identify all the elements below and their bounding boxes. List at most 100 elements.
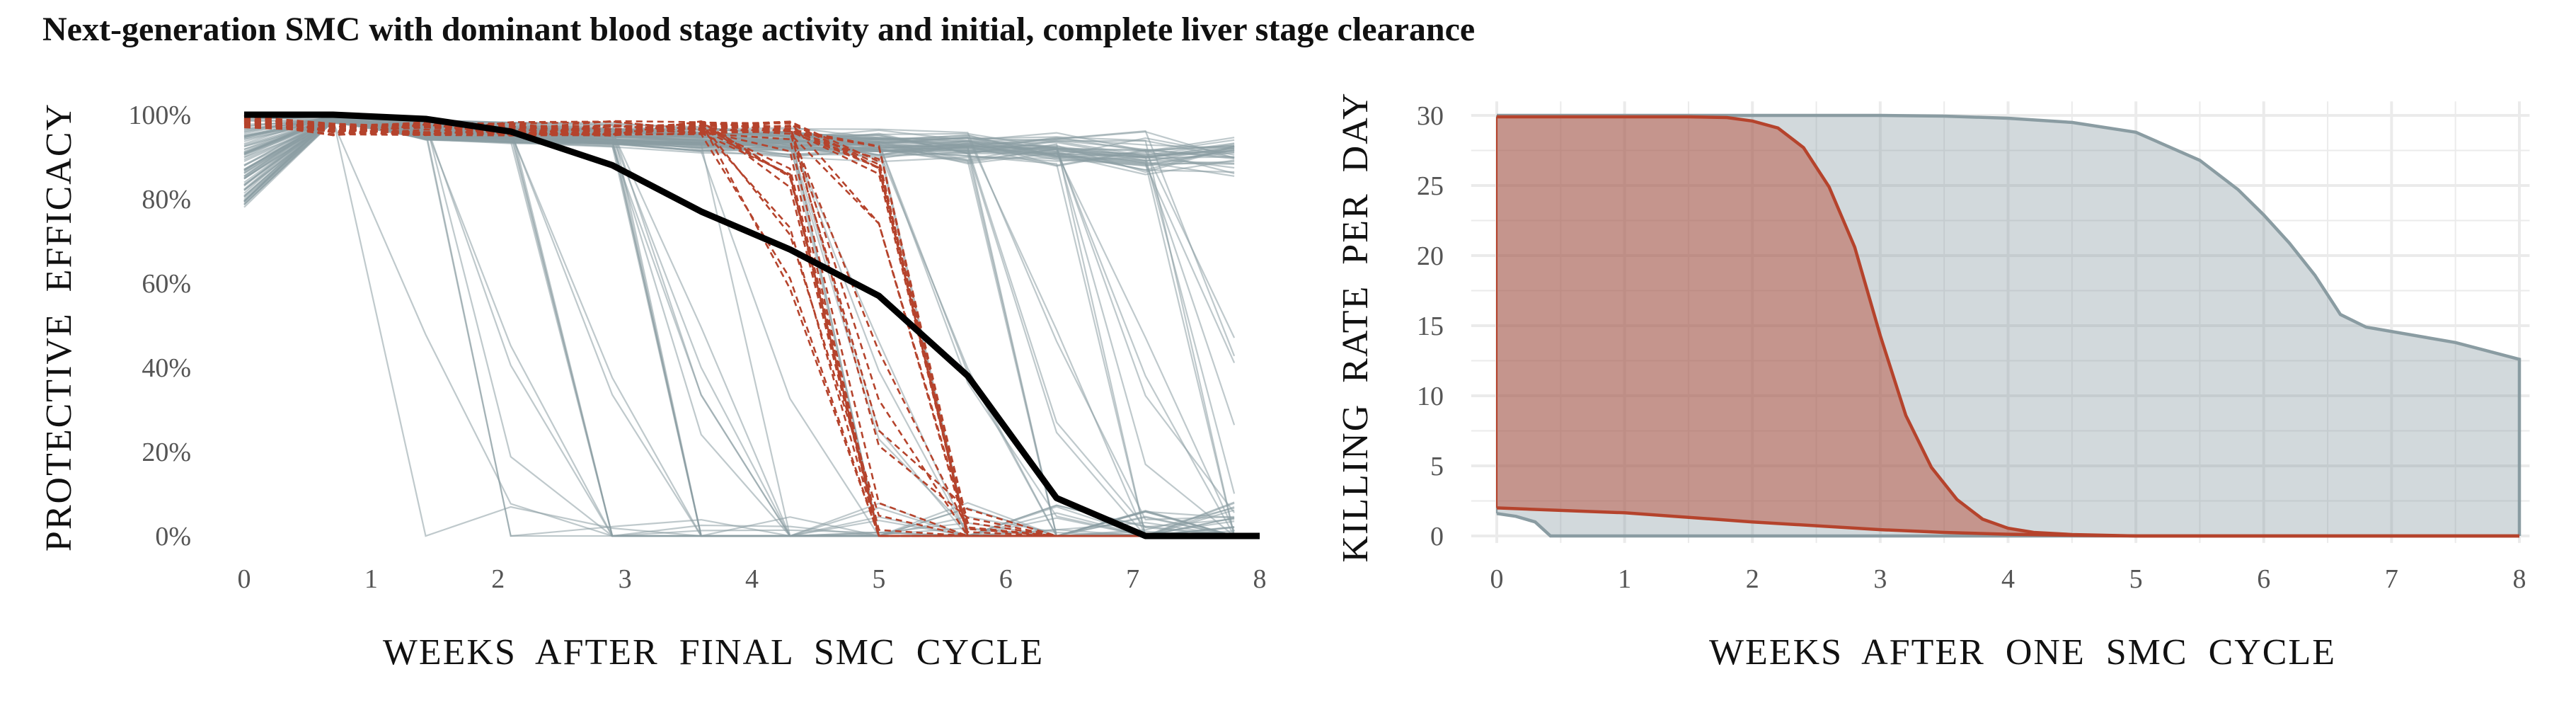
grey-trajectory-line	[243, 115, 1235, 537]
red-trajectory-line	[243, 124, 1235, 537]
red-killing-rate-band	[1497, 117, 2519, 536]
x-tick-labels: 0 1 2 3 4 5 6 7 8	[238, 564, 1267, 594]
grey-trajectory-line	[243, 118, 1235, 537]
grey-trajectory-line	[243, 118, 1235, 537]
grey-trajectory-line	[243, 118, 1235, 537]
x-tick-label: 1	[364, 564, 378, 594]
red-trajectory-line	[243, 120, 1235, 537]
y-tick-label: 20%	[142, 438, 191, 467]
grey-trajectory-line	[243, 120, 1236, 494]
grey-trajectory-line	[243, 116, 1235, 537]
x-axis-title: WEEKS AFTER ONE SMC CYCLE	[1709, 632, 2336, 673]
grey-trajectory-line	[243, 120, 1235, 537]
x-tick-label: 5	[2129, 564, 2143, 594]
grey-trajectory-line	[243, 115, 1235, 537]
x-tick-label: 1	[1618, 564, 1631, 594]
grey-trajectory-line	[243, 115, 1236, 537]
y-tick-label: 10	[1417, 382, 1444, 411]
red-trajectory-line	[243, 118, 1235, 537]
y-tick-labels: 0 5 10 15 20 25 30	[1417, 101, 1444, 552]
grey-trajectory-line	[243, 120, 1235, 537]
y-axis-title: PROTECTIVE EFFICACY	[39, 103, 79, 552]
grey-trajectory-line	[243, 120, 1235, 537]
x-tick-label: 0	[1490, 564, 1504, 594]
red-trajectory-line	[243, 125, 1235, 537]
y-tick-label: 5	[1430, 452, 1444, 481]
y-tick-label: 25	[1417, 171, 1444, 201]
grey-trajectory-line	[243, 116, 1235, 537]
grey-trajectory-line	[243, 120, 1235, 164]
grey-upper-bound-line	[1497, 113, 2522, 536]
y-tick-label: 40%	[142, 353, 191, 383]
red-trajectory-line	[243, 120, 1235, 537]
x-tick-label: 4	[745, 564, 759, 594]
red-trajectory-line	[243, 117, 1235, 537]
grey-trajectory-line	[243, 118, 1235, 537]
y-tick-label: 60%	[142, 269, 191, 299]
red-trajectory-line	[243, 114, 1235, 537]
mean-efficacy-line-group	[244, 111, 1260, 539]
red-upper-bound-line	[1497, 115, 2519, 538]
x-tick-label: 3	[619, 564, 632, 594]
red-trajectory-line	[243, 118, 1235, 537]
grey-trajectory-line	[243, 118, 1235, 537]
grey-trajectory-line	[243, 120, 1235, 161]
grey-trajectory-line	[243, 117, 1235, 537]
x-tick-label: 7	[2385, 564, 2398, 594]
grey-trajectory-line	[243, 117, 1235, 537]
grey-trajectory-line	[243, 117, 1235, 537]
x-tick-label: 2	[1746, 564, 1759, 594]
red-trajectory-line	[243, 121, 1235, 537]
grey-trajectory-line	[243, 117, 1235, 537]
red-trajectory-line	[243, 122, 1235, 537]
x-tick-label: 7	[1126, 564, 1139, 594]
killing-rate-areas	[1496, 113, 2522, 538]
protective-efficacy-chart: 0% 20% 40% 60% 80% 100% 0 1 2 3 4 5 6 7 8 WEEKS AFTER…	[39, 101, 1267, 673]
red-trajectory-line	[243, 121, 1235, 537]
grey-trajectory-line	[243, 115, 1235, 537]
grey-trajectory-line	[243, 116, 1235, 537]
grey-trajectory-line	[243, 120, 1235, 537]
y-tick-label: 0%	[155, 522, 191, 552]
grey-trajectory-line	[243, 117, 1235, 537]
grey-lower-bound-line	[1496, 512, 2519, 538]
y-tick-label: 100%	[128, 101, 191, 130]
y-tick-labels: 0% 20% 40% 60% 80% 100%	[128, 101, 191, 552]
grey-trajectory-line	[243, 116, 1235, 537]
grey-trajectory-line	[243, 118, 1235, 537]
red-trajectory-line	[243, 117, 1235, 537]
red-trajectory-line	[243, 115, 1235, 537]
x-tick-label: 8	[2513, 564, 2526, 594]
grey-trajectory-line	[243, 120, 1235, 537]
x-tick-label: 4	[2001, 564, 2015, 594]
red-trajectory-line	[243, 120, 1235, 537]
red-trajectory-line	[243, 118, 1235, 537]
x-axis-title: WEEKS AFTER FINAL SMC CYCLE	[383, 632, 1044, 673]
grey-trajectory-line	[243, 119, 1236, 532]
grey-trajectory-line	[243, 116, 1235, 537]
grey-trajectory-line	[243, 116, 1235, 537]
grey-trajectory-line	[243, 120, 1236, 537]
grey-trajectory-line	[243, 121, 1235, 537]
red-trajectory-line	[243, 114, 1235, 537]
red-trajectory-line	[243, 125, 1235, 537]
grey-trajectory-line	[243, 116, 1235, 521]
y-tick-label: 15	[1417, 312, 1444, 341]
grey-trajectory-line	[243, 115, 1235, 537]
mean-efficacy-line	[244, 111, 1260, 539]
red-trajectory-line	[243, 115, 1235, 537]
grey-trajectory-line	[243, 118, 1235, 537]
x-tick-labels: 0 1 2 3 4 5 6 7 8	[1490, 564, 2526, 594]
grey-trajectory-line	[243, 121, 1235, 537]
red-trajectory-line	[243, 115, 1235, 537]
y-tick-label: 20	[1417, 241, 1444, 271]
y-axis-title: KILLING RATE PER DAY	[1335, 91, 1376, 562]
grey-trajectory-line	[243, 119, 1235, 537]
red-trajectory-line	[243, 114, 1235, 537]
grey-trajectory-line	[243, 115, 1235, 537]
red-trajectory-line	[243, 120, 1235, 537]
page-title: Next-generation SMC with dominant blood …	[42, 11, 1476, 48]
killing-rate-chart: 0 5 10 15 20 25 30 0 1 2 3 4 5 6 7 8 WEEKS AFTER ONE S…	[1335, 91, 2530, 673]
grey-trajectory-line	[243, 115, 1235, 537]
grey-trajectory-line	[243, 115, 1235, 537]
